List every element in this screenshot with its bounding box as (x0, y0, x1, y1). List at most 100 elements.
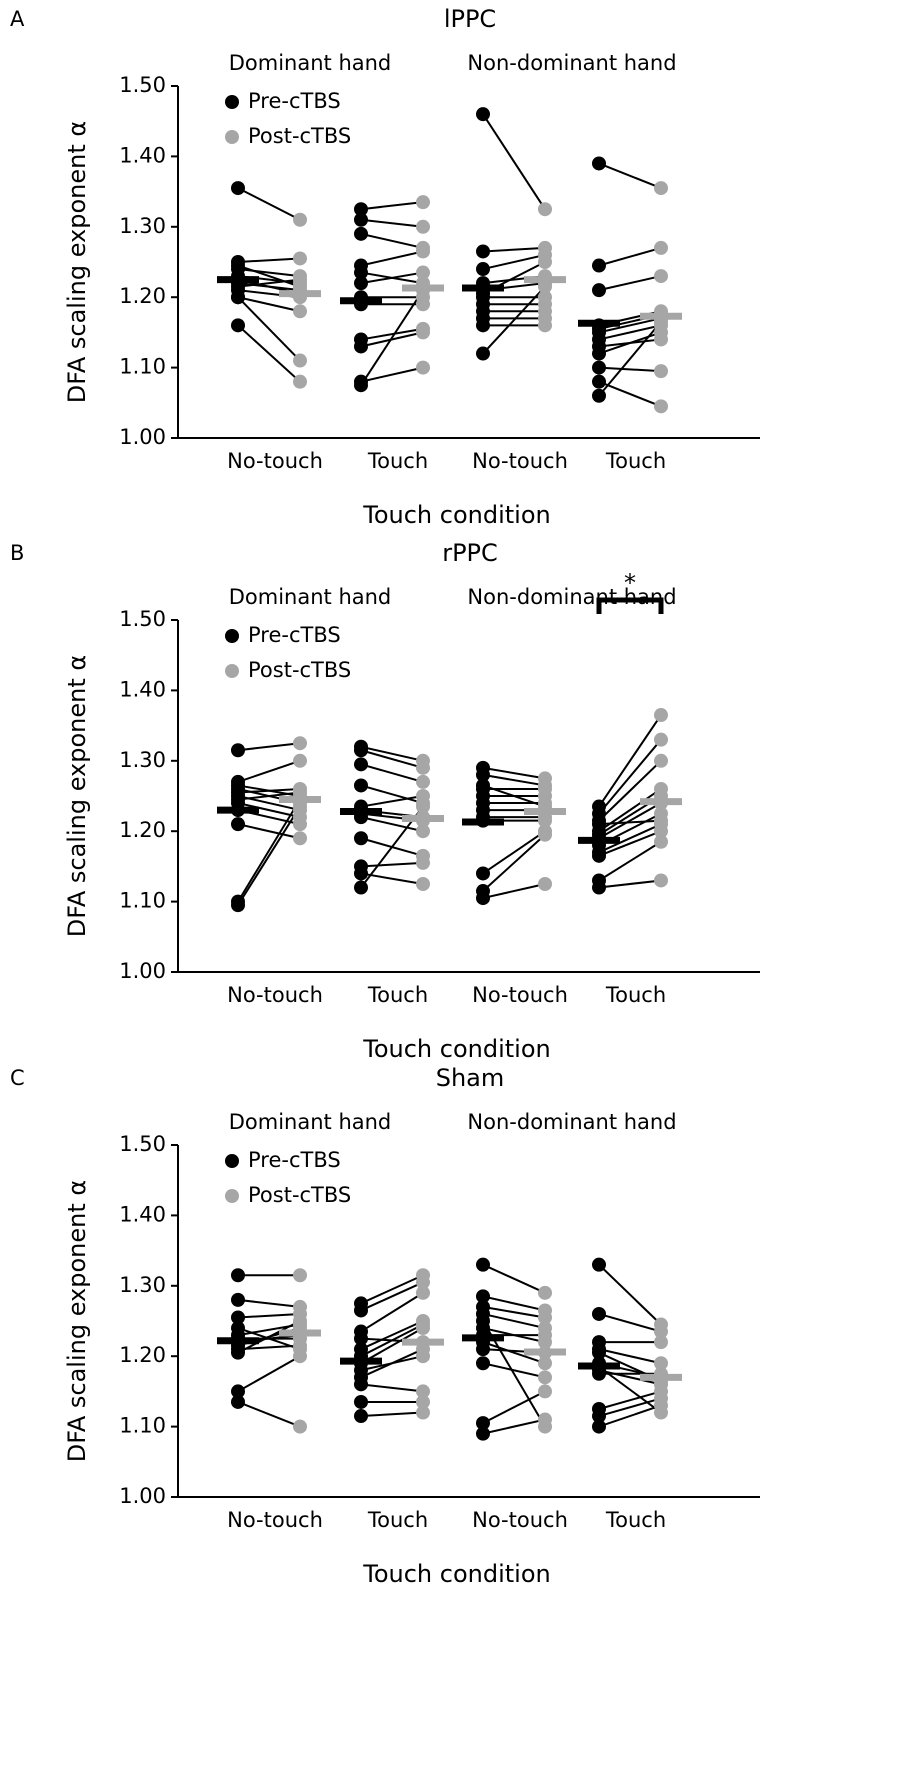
dot (654, 332, 668, 347)
dot (476, 107, 490, 122)
dot (476, 1356, 490, 1371)
dot (231, 1310, 245, 1325)
pair-line (482, 883, 546, 900)
pair-line (598, 1369, 662, 1386)
y-axis-label: DFA scaling exponent α (63, 121, 91, 403)
dot (354, 226, 368, 241)
dot (592, 258, 606, 273)
legend-dot (225, 629, 239, 643)
dot (538, 202, 552, 217)
dot (231, 1321, 245, 1336)
group-label: Dominant hand (229, 51, 392, 75)
x-tick-label: Touch (605, 983, 666, 1007)
pair-line (598, 830, 662, 857)
pair-line (482, 285, 546, 355)
pair-line (482, 1341, 546, 1365)
x-tick-label: No-touch (227, 1508, 323, 1532)
pair-line (598, 1390, 662, 1410)
dot (416, 219, 430, 234)
y-tick-label: 1.40 (119, 143, 166, 167)
dot (354, 1394, 368, 1409)
pair-line (360, 1323, 424, 1358)
group-label: Dominant hand (229, 585, 392, 609)
dot (592, 283, 606, 298)
y-tick-label: 1.00 (119, 959, 166, 983)
dot (416, 1405, 430, 1420)
legend-label: Pre-cTBS (248, 89, 341, 113)
y-tick-label: 1.30 (119, 748, 166, 772)
pair-line (482, 1295, 546, 1312)
dot (654, 1324, 668, 1339)
dot (476, 1426, 490, 1441)
x-axis-label: Touch condition (362, 501, 550, 529)
pair-line (598, 802, 662, 840)
pair-line (482, 1418, 546, 1435)
dot (416, 1275, 430, 1290)
dot (293, 1268, 307, 1283)
legend-label: Pre-cTBS (248, 623, 341, 647)
legend-label: Pre-cTBS (248, 1148, 341, 1172)
dot (592, 817, 606, 832)
pair-line (360, 745, 424, 762)
dot (231, 743, 245, 758)
dot (654, 732, 668, 747)
pair-line (598, 714, 662, 808)
pair-line (360, 1383, 424, 1393)
annotation: * (624, 569, 636, 597)
y-tick-label: 1.10 (119, 355, 166, 379)
pair-line (237, 1327, 301, 1351)
dot (293, 831, 307, 846)
dot (538, 1310, 552, 1325)
dot (231, 1268, 245, 1283)
dot (293, 304, 307, 319)
dot (293, 753, 307, 768)
dot (654, 1335, 668, 1350)
dot (416, 1384, 430, 1399)
pair-line (598, 338, 662, 348)
dot (654, 824, 668, 839)
pair-line (482, 1312, 546, 1330)
pair-line (598, 1348, 662, 1365)
pair-line (598, 1397, 662, 1418)
pair-line (360, 289, 424, 386)
pair-line (598, 760, 662, 822)
pair-line (360, 201, 424, 211)
pair-line (360, 1281, 424, 1312)
dot (476, 244, 490, 259)
dot (354, 276, 368, 291)
dot (476, 1416, 490, 1431)
pair-line (360, 816, 424, 833)
dot (538, 1356, 552, 1371)
pair-line (482, 1305, 546, 1319)
dot (476, 318, 490, 333)
pair-line (237, 759, 301, 783)
dot (592, 1366, 606, 1381)
dot (654, 873, 668, 888)
dot (293, 781, 307, 796)
dot (293, 374, 307, 389)
pair-line (237, 787, 301, 794)
group-label: Non-dominant hand (467, 585, 676, 609)
pair-line (598, 819, 662, 826)
pair-line (482, 833, 546, 892)
dot (654, 240, 668, 255)
pair-line (598, 162, 662, 190)
pair-line (360, 795, 424, 808)
significance-bracket (596, 597, 664, 614)
dot (354, 212, 368, 227)
dot (654, 1405, 668, 1420)
dot (354, 880, 368, 895)
dot (538, 1328, 552, 1343)
chart-title: rPPC (442, 539, 498, 567)
legend-dot (225, 1154, 239, 1168)
dot (592, 1345, 606, 1360)
pair-line (360, 250, 424, 267)
pair-line (598, 739, 662, 815)
dot (654, 834, 668, 849)
pair-line (237, 257, 301, 263)
dot (293, 272, 307, 287)
pair-line (237, 1312, 301, 1319)
dot (416, 1394, 430, 1409)
dot (416, 760, 430, 775)
dot (538, 1384, 552, 1399)
